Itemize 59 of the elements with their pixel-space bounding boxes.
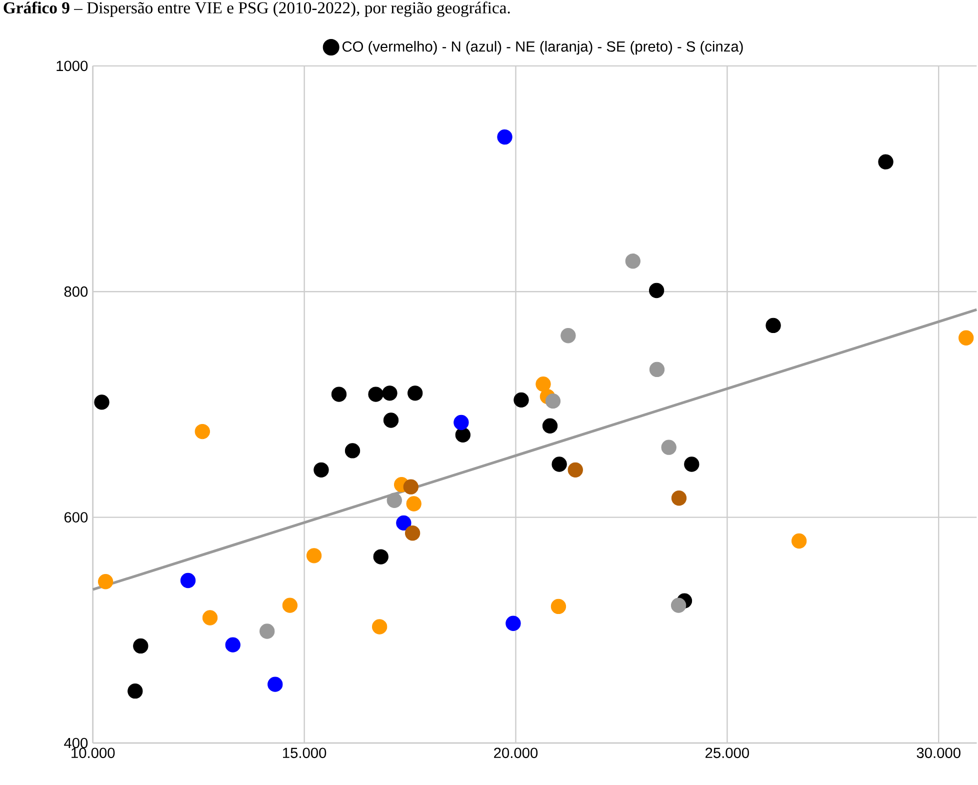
point: [306, 548, 322, 564]
point: [382, 386, 398, 401]
point: [98, 574, 114, 590]
point: [268, 676, 283, 692]
point: [194, 424, 210, 440]
point: [404, 526, 420, 541]
x-tick-label: 30.000: [916, 748, 960, 758]
x-tick-label: 20.000: [494, 748, 538, 758]
point: [542, 418, 558, 434]
point: [403, 479, 418, 494]
y-tick-label: 1000: [56, 60, 88, 72]
point: [94, 394, 110, 410]
point: [552, 456, 567, 472]
point: [225, 637, 240, 652]
point: [368, 386, 384, 402]
point: [878, 154, 894, 170]
point: [386, 492, 402, 508]
point: [661, 440, 676, 455]
x-tick-label: 10.000: [72, 748, 115, 758]
point: [684, 456, 700, 472]
point: [545, 394, 561, 409]
y-tick-label: 800: [64, 286, 88, 297]
point: [550, 598, 566, 614]
point: [648, 282, 664, 298]
point: [454, 414, 469, 430]
point: [128, 684, 143, 699]
point: [331, 386, 347, 402]
point: [506, 616, 521, 631]
point: [383, 412, 399, 428]
chart-title: Gráfico 9 – Dispersão entre VIE e PSG (2010-2022), por região geográfica.: [4, 2, 510, 17]
point: [282, 598, 298, 613]
point: [625, 254, 640, 269]
y-tick-label: 600: [64, 512, 88, 523]
point: [791, 533, 807, 549]
point: [344, 443, 360, 458]
point: [180, 572, 196, 588]
point: [396, 515, 412, 531]
point: [514, 392, 529, 408]
point: [372, 619, 388, 634]
point: [406, 496, 422, 512]
point: [560, 328, 576, 344]
x-tick-label: 25.000: [706, 748, 749, 758]
x-tick-label: 15.000: [283, 748, 326, 758]
point: [455, 427, 470, 443]
point: [202, 610, 218, 626]
point: [260, 624, 275, 639]
point: [649, 362, 665, 378]
point: [314, 462, 329, 478]
point: [497, 129, 512, 145]
point: [408, 386, 423, 401]
point: [670, 598, 686, 613]
legend-label: CO (vermelho) - N (azul) - NE (laranja) - SE (preto) - S (cinza): [342, 40, 743, 55]
point: [133, 638, 148, 654]
point: [373, 549, 388, 564]
point: [568, 462, 583, 478]
y-tick-label: 400: [64, 738, 88, 748]
point: [671, 490, 687, 506]
point: [536, 376, 551, 392]
point: [766, 318, 781, 334]
